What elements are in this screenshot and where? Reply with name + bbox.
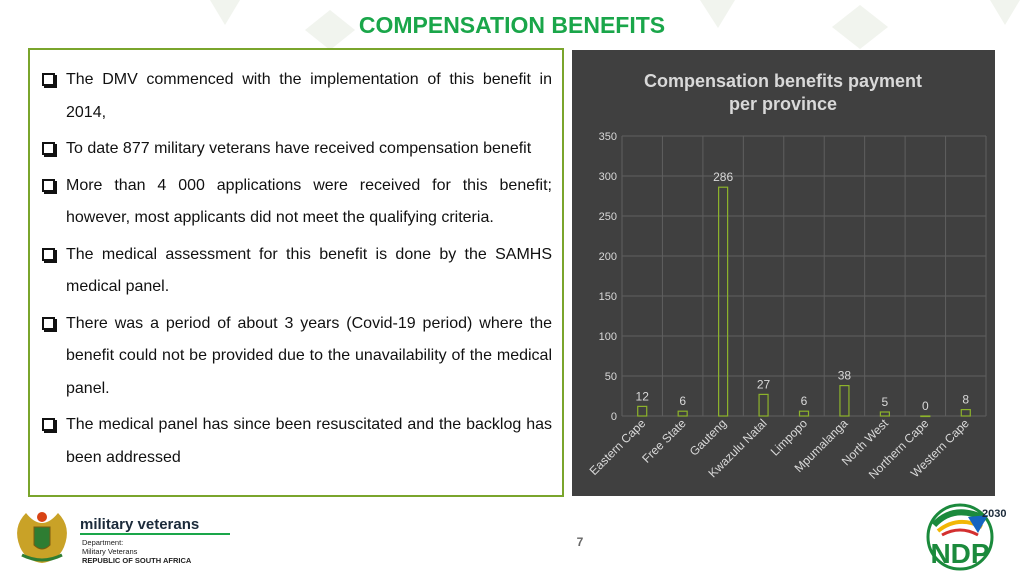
bar: [637, 405, 648, 417]
bar: [677, 410, 688, 417]
data-label: 286: [713, 170, 733, 184]
data-label: 5: [882, 395, 889, 409]
ndp-year: 2030: [982, 508, 1006, 520]
bar: [798, 410, 810, 417]
chart-gridlines: [621, 135, 987, 417]
checkbox-bullet-icon: [42, 316, 55, 330]
data-label: 6: [679, 394, 686, 408]
bullet-item: The DMV commenced with the implementatio…: [40, 64, 552, 129]
y-tick-label: 200: [599, 251, 617, 263]
data-label: 12: [636, 389, 650, 403]
bullet-text: The medical panel has since been resusci…: [66, 416, 552, 466]
y-tick-label: 300: [599, 171, 617, 183]
y-tick-label: 0: [611, 411, 617, 423]
military-veterans-logo: military veterans Department: Military V…: [17, 512, 230, 565]
y-tick-label: 150: [599, 291, 617, 303]
data-label: 27: [757, 377, 771, 391]
bullet-text: More than 4 000 applications were receiv…: [66, 176, 552, 227]
bullet-item: More than 4 000 applications were receiv…: [40, 170, 552, 235]
chart-bars: [637, 186, 971, 418]
bar: [718, 186, 729, 417]
bullet-text: The DMV commenced with the implementatio…: [66, 71, 552, 121]
dept-line3: REPUBLIC OF SOUTH AFRICA: [82, 556, 192, 565]
data-label: 8: [962, 393, 969, 407]
compensation-bar-chart: Compensation benefits payment per provin…: [587, 71, 987, 482]
data-label: 6: [801, 394, 808, 408]
bar: [758, 393, 769, 417]
x-tick-label: Free State: [639, 416, 689, 466]
bullet-box: The DMV commenced with the implementatio…: [28, 48, 564, 497]
checkbox-bullet-icon: [42, 73, 55, 86]
chart-title-line1: Compensation benefits payment: [644, 71, 922, 91]
bullet-text: The medical assessment for this benefit …: [66, 245, 552, 296]
checkbox-bullet-icon: [42, 178, 55, 192]
bullet-list: The DMV commenced with the implementatio…: [40, 64, 552, 474]
dept-line2: Military Veterans: [82, 547, 138, 556]
data-label: 38: [838, 369, 852, 383]
chart-panel: Compensation benefits payment per provin…: [572, 50, 995, 496]
bullet-item: The medical panel has since been resusci…: [40, 409, 552, 474]
bar: [839, 385, 850, 417]
bullet-text: To date 877 military veterans have recei…: [66, 140, 532, 157]
slide-title: COMPENSATION BENEFITS: [358, 12, 666, 38]
coat-of-arms-icon: [17, 512, 67, 563]
page-number: 7: [576, 535, 584, 549]
checkbox-bullet-icon: [42, 418, 55, 431]
y-tick-label: 250: [599, 211, 617, 223]
bullet-item: To date 877 military veterans have recei…: [40, 133, 552, 166]
y-tick-label: 50: [605, 371, 617, 383]
y-tick-label: 350: [599, 131, 617, 143]
brand-name: military veterans: [80, 516, 199, 533]
chart-title-line2: per province: [729, 94, 837, 114]
ndp-text: NDP: [930, 538, 989, 569]
dept-line1: Department:: [82, 538, 123, 547]
data-label: 0: [922, 399, 929, 413]
bar: [960, 409, 971, 417]
bar: [920, 415, 931, 418]
y-tick-label: 100: [599, 331, 617, 343]
bar: [879, 411, 890, 417]
y-axis-ticks: 0 50 100 150 200 250 300 350: [599, 131, 617, 423]
bullet-item: There was a period of about 3 years (Cov…: [40, 308, 552, 406]
bullet-text: There was a period of about 3 years (Cov…: [66, 314, 552, 397]
checkbox-bullet-icon: [42, 247, 55, 261]
ndp-2030-logo: 2030 NDP: [926, 503, 1006, 571]
checkbox-bullet-icon: [42, 142, 55, 155]
bullet-item: The medical assessment for this benefit …: [40, 239, 552, 304]
data-labels: 12 6 286 27 6 38 5 0 8: [636, 170, 970, 413]
x-tick-label: Eastern Cape: [587, 416, 649, 478]
